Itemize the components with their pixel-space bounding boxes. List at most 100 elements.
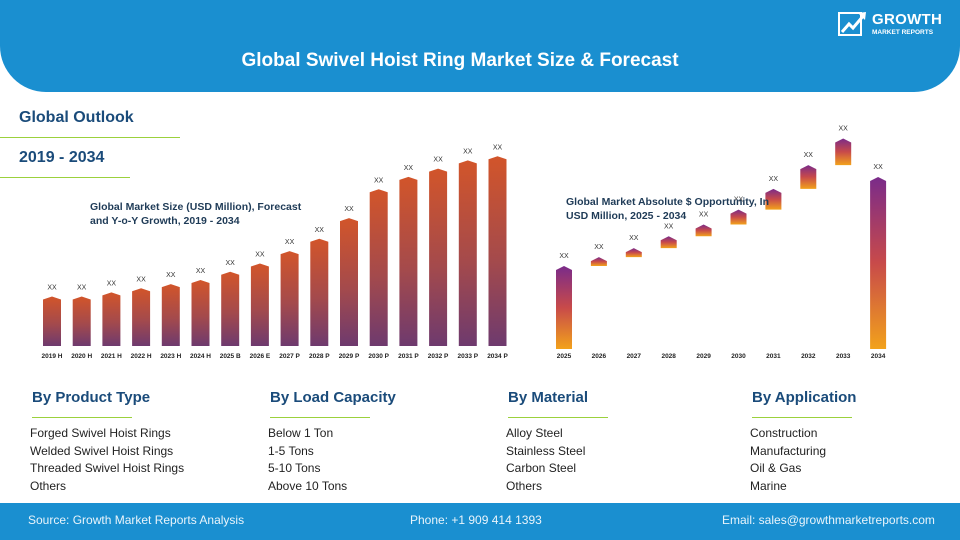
segment-item: Construction [750,426,818,440]
segment-item: Oil & Gas [750,461,802,475]
data-label: XX [594,244,604,251]
bar [340,218,358,346]
data-label: XX [107,280,117,287]
bar [458,160,477,346]
x-tick-label: 2025 B [220,353,241,360]
segment-load-capacity: By Load Capacity Below 1 Ton 1-5 Tons 5-… [268,389,396,495]
x-tick-label: 2029 P [339,353,360,360]
data-label: XX [315,227,325,234]
segment-item: Others [30,478,67,493]
x-tick-label: 2034 [871,353,886,360]
market-size-chart: XX 2019 H XX 2020 H XX 2021 H XX 2022 H XX 2023 H… [42,144,509,360]
growth-arrow-icon [838,12,866,36]
data-label: XX [559,253,569,260]
waterfall-bar [660,236,677,249]
segment-heading: By Load Capacity [270,389,396,406]
bar [221,271,240,346]
company-logo: GROWTH MARKET REPORTS [838,10,950,40]
data-label: XX [493,144,503,151]
market-size-chart-title: Global Market Size (USD Million), Foreca… [90,201,302,227]
opportunity-chart-title: Global Market Absolute $ Opportunity, In… [566,196,770,222]
data-label: XX [629,235,639,242]
bar [369,189,388,346]
data-label: XX [804,152,814,159]
segment-item: Alloy Steel [506,426,563,440]
data-label: XX [196,268,206,275]
segment-item: Manufacturing [750,443,827,458]
x-tick-label: 2034 P [487,353,508,360]
outlook-label: Global Outlook [19,109,134,126]
outlook-divider [0,137,180,138]
x-tick-label: 2030 P [368,353,389,360]
segment-item: Others [506,478,543,493]
segment-item: Stainless Steel [506,443,586,458]
x-tick-label: 2026 [592,353,607,360]
data-label: XX [47,285,57,292]
x-tick-label: 2033 P [457,353,478,360]
x-tick-label: 2028 P [309,353,330,360]
data-label: XX [344,206,354,213]
years-divider [0,177,130,178]
x-tick-label: 2031 P [398,353,419,360]
segment-application: By Application Construction Manufacturin… [750,389,856,495]
segment-item: Threaded Swivel Hoist Rings [30,461,185,475]
logo-wordmark: GROWTH [872,11,943,28]
segment-underline [270,417,370,418]
data-label: XX [699,211,709,218]
absolute-opportunity-chart: XX 2025 XX 2026 XX 2027 XX 2028 XX 2029 XX 2030 XX 20… [556,125,887,360]
segment-item: Welded Swivel Hoist Rings [30,443,174,458]
segment-item: Forged Swivel Hoist Rings [30,426,171,440]
segment-item: Below 1 Ton [268,426,334,440]
waterfall-bar [625,248,642,258]
segment-item: 5-10 Tons [268,461,321,475]
logo-subtitle: MARKET REPORTS [872,29,934,36]
x-tick-label: 2033 [836,353,851,360]
page-title: Global Swivel Hoist Ring Market Size & F… [241,50,679,71]
segment-item: Carbon Steel [506,461,577,475]
waterfall-bar [590,257,607,266]
data-label: XX [255,252,265,259]
bar [250,263,269,346]
bar [72,296,91,346]
footer-source: Source: Growth Market Reports Analysis [28,513,245,527]
data-label: XX [166,272,176,279]
x-tick-label: 2028 [661,353,676,360]
x-tick-label: 2021 H [101,353,122,360]
data-label: XX [77,285,87,292]
data-label: XX [873,164,883,171]
segment-item: 1-5 Tons [268,443,314,458]
segment-underline [32,417,132,418]
footer-email[interactable]: Email: sales@growthmarketreports.com [722,513,935,527]
data-label: XX [463,148,473,155]
segment-underline [752,417,852,418]
data-label: XX [285,239,295,246]
segment-item: Above 10 Tons [268,478,348,493]
header-banner: Global Swivel Hoist Ring Market Size & F… [0,0,960,92]
segment-heading: By Material [508,389,589,406]
segment-heading: By Product Type [32,389,151,406]
bar [310,238,329,346]
x-tick-label: 2029 [696,353,711,360]
x-tick-label: 2027 [627,353,642,360]
data-label: XX [839,125,849,132]
data-label: XX [226,260,236,267]
bar [43,296,61,346]
waterfall-bar [870,177,887,349]
segment-item: Marine [750,478,787,493]
data-label: XX [404,165,414,172]
x-tick-label: 2027 P [279,353,300,360]
segment-material: By Material Alloy Steel Stainless Steel … [506,389,608,495]
x-tick-label: 2023 H [160,353,181,360]
bar [488,156,507,346]
bar [161,284,180,346]
waterfall-bar [835,138,852,166]
data-label: XX [433,157,443,164]
x-tick-label: 2024 H [190,353,211,360]
bar [191,280,210,346]
data-label: XX [374,177,384,184]
footer-phone: Phone: +1 909 414 1393 [410,513,542,527]
bar [399,176,418,346]
waterfall-bar [800,165,817,189]
x-tick-label: 2031 [766,353,781,360]
